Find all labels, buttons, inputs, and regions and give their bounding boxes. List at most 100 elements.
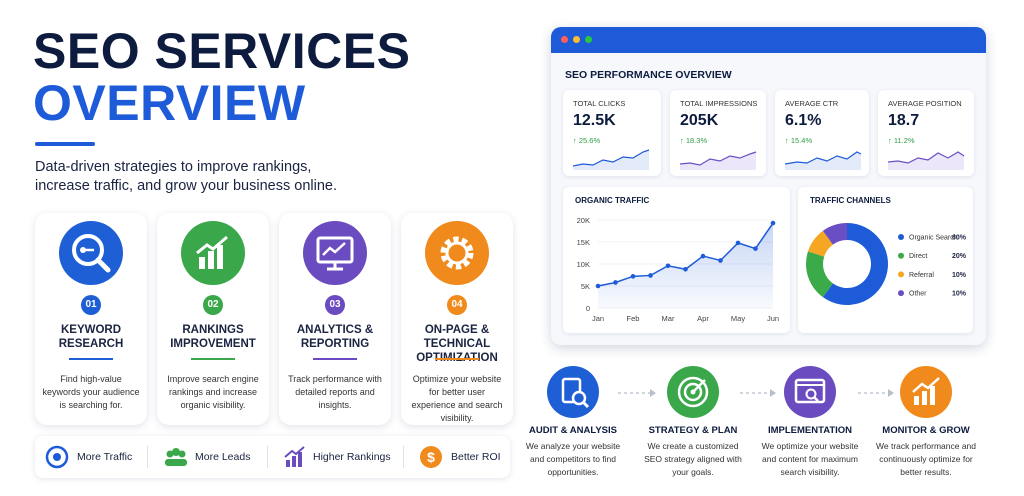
subtitle: Data-driven strategies to improve rankin… bbox=[35, 159, 337, 194]
dashboard-title: SEO PERFORMANCE OVERVIEW bbox=[565, 69, 732, 81]
x-tick-label: Feb bbox=[627, 314, 640, 323]
benefit: $ Better ROI bbox=[419, 436, 501, 478]
chart-title: TRAFFIC CHANNELS bbox=[810, 196, 891, 205]
icon bbox=[303, 221, 367, 285]
point bbox=[753, 246, 758, 251]
service-title: KEYWORD RESEARCH bbox=[58, 324, 124, 350]
line-chart: 0 5K 10K 15K 20K Jan Feb Mar Apr May Jun bbox=[577, 216, 779, 323]
benefit: Higher Rankings bbox=[283, 436, 391, 478]
kpi-value: 12.5K bbox=[573, 112, 616, 129]
step-description: We track performance and continuously op… bbox=[876, 441, 976, 477]
step-description: We create a customized SEO strategy alig… bbox=[644, 441, 742, 477]
service-title: ANALYTICS & REPORTING bbox=[296, 324, 374, 350]
kpi-label: AVERAGE CTR bbox=[785, 99, 839, 108]
data-label: 10% bbox=[952, 291, 967, 298]
kpi-change-text: 11.2% bbox=[893, 136, 915, 145]
kpi-change-text: 25.6% bbox=[578, 136, 601, 145]
service-underline bbox=[69, 358, 113, 360]
service-underline bbox=[435, 358, 479, 360]
kpi-value: 18.7 bbox=[888, 112, 920, 129]
service-card: 04 ON-PAGE & TECHNICAL OPTIMIZATION Opti… bbox=[401, 213, 513, 425]
dashboard: SEO PERFORMANCE OVERVIEW TOTAL CLICKS 12… bbox=[551, 27, 986, 345]
service-number: 03 bbox=[325, 295, 345, 315]
step-title: MONITOR & GROW bbox=[882, 425, 970, 436]
kpi-label: TOTAL IMPRESSIONS bbox=[680, 99, 758, 108]
benefit-label: More Leads bbox=[195, 451, 251, 463]
service-description: Track performance with detailed reports … bbox=[288, 374, 382, 410]
benefit: More Traffic bbox=[45, 436, 132, 478]
chart-title: ORGANIC TRAFFIC bbox=[575, 196, 650, 205]
separator bbox=[267, 446, 268, 468]
chart-card: ORGANIC TRAFFIC 0 5K 10K 15K 20K Jan Feb Mar Apr… bbox=[563, 187, 790, 333]
kpi-value: 6.1% bbox=[785, 112, 822, 129]
window-bar bbox=[551, 27, 986, 53]
point bbox=[595, 283, 601, 289]
x-tick-label: Jan bbox=[592, 314, 604, 323]
kpi-card: AVERAGE CTR 6.1% ↑ 15.4% bbox=[775, 90, 869, 176]
svg-text:$: $ bbox=[427, 449, 435, 465]
kpi-card: AVERAGE POSITION 18.7 ↑ 11.2% bbox=[878, 90, 974, 176]
icon bbox=[425, 221, 489, 285]
service-underline bbox=[191, 358, 235, 360]
service-title: RANKINGS IMPROVEMENT bbox=[170, 324, 256, 350]
service-description: Find high-value keywords your audience i… bbox=[42, 374, 140, 410]
kpi-value: 205K bbox=[680, 112, 719, 129]
icon bbox=[59, 221, 123, 285]
service-card: 01 KEYWORD RESEARCH Find high-value keyw… bbox=[35, 213, 147, 425]
icon bbox=[547, 366, 599, 418]
area bbox=[598, 223, 773, 308]
x-tick-label: Apr bbox=[697, 314, 709, 323]
donut-slice bbox=[822, 223, 847, 245]
point bbox=[630, 274, 636, 279]
benefit: More Leads bbox=[163, 436, 250, 478]
point bbox=[735, 240, 741, 246]
service-number: 01 bbox=[81, 295, 101, 315]
x-tick-label: Jun bbox=[767, 314, 779, 323]
kpi-change: ↑ 18.3% bbox=[680, 136, 708, 145]
kpi-change-text: 18.3% bbox=[685, 136, 708, 145]
legend-swatch bbox=[898, 290, 904, 297]
legend-label: Other bbox=[909, 291, 927, 298]
sparkline bbox=[888, 151, 965, 170]
point bbox=[700, 253, 706, 259]
service-number: 02 bbox=[203, 295, 223, 315]
window-dot bbox=[561, 36, 568, 43]
step-title: AUDIT & ANALYSIS bbox=[529, 425, 617, 436]
service-card: 02 RANKINGS IMPROVEMENT Improve search e… bbox=[157, 213, 269, 425]
kpi-change: ↑ 11.2% bbox=[888, 136, 915, 145]
legend-label: Direct bbox=[909, 253, 927, 260]
window-dot bbox=[585, 36, 592, 43]
donut-slice bbox=[822, 223, 888, 305]
x-tick-label: May bbox=[731, 314, 745, 323]
benefit-label: Higher Rankings bbox=[313, 451, 391, 463]
point bbox=[613, 280, 618, 285]
legend-label: Organic Search bbox=[909, 235, 958, 242]
step-description: We analyze your website and competitors … bbox=[525, 441, 621, 477]
point bbox=[665, 263, 671, 269]
title-underline bbox=[35, 142, 95, 146]
legend-label: Referral bbox=[909, 272, 934, 279]
donut-slice bbox=[808, 230, 833, 257]
sparkline bbox=[573, 149, 650, 170]
point bbox=[770, 220, 776, 226]
kpi-change: ↑ 25.6% bbox=[573, 136, 601, 145]
icon bbox=[784, 366, 836, 418]
service-underline bbox=[313, 358, 357, 360]
kpi-label: TOTAL CLICKS bbox=[573, 99, 626, 108]
step-title: STRATEGY & PLAN bbox=[648, 425, 738, 436]
icon bbox=[667, 366, 719, 418]
y-tick-label: 20K bbox=[577, 216, 590, 225]
icon bbox=[181, 221, 245, 285]
x-tick-label: Mar bbox=[662, 314, 675, 323]
legend-swatch bbox=[898, 271, 904, 278]
sparkline bbox=[680, 151, 757, 170]
separator bbox=[147, 446, 148, 468]
service-description: Improve search engine rankings and incre… bbox=[167, 374, 259, 410]
kpi-card: TOTAL IMPRESSIONS 205K ↑ 18.3% bbox=[670, 90, 766, 176]
point bbox=[718, 258, 723, 263]
window-dot bbox=[573, 36, 580, 43]
step-description: We optimize your website and content for… bbox=[761, 441, 859, 477]
benefit-label: Better ROI bbox=[451, 451, 501, 463]
